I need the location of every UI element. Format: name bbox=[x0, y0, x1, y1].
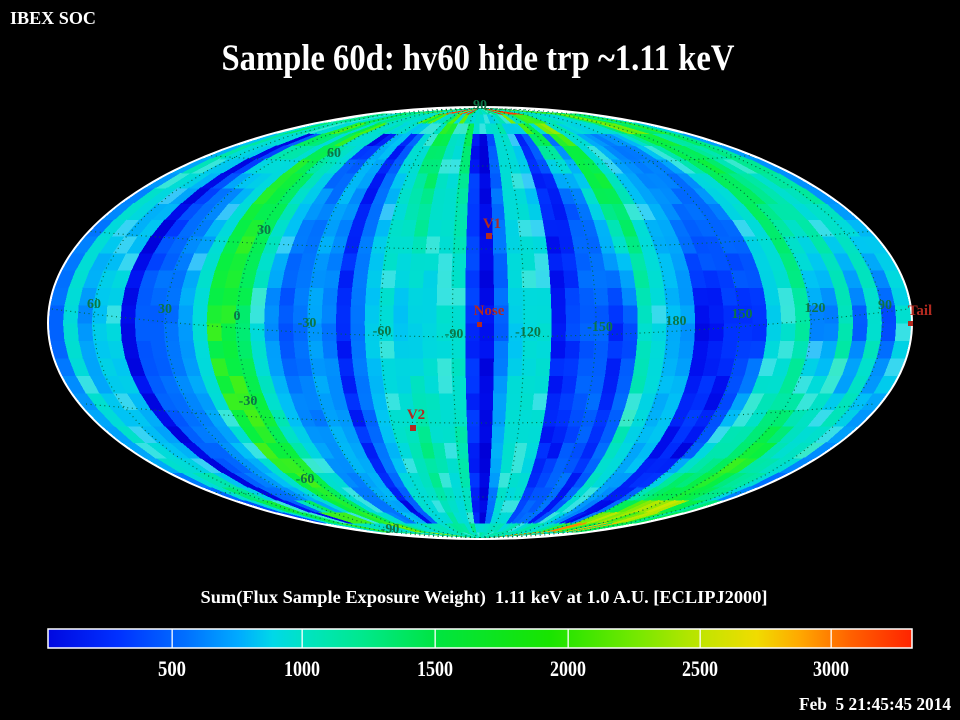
svg-text:1000: 1000 bbox=[284, 656, 320, 681]
svg-text:0: 0 bbox=[234, 309, 241, 324]
svg-text:180: 180 bbox=[666, 314, 687, 329]
svg-text:Feb 5 21:45:45 2014: Feb 5 21:45:45 2014 bbox=[799, 694, 951, 714]
svg-text:30: 30 bbox=[158, 302, 172, 317]
svg-text:-60: -60 bbox=[373, 324, 392, 339]
svg-text:V1: V1 bbox=[483, 216, 501, 232]
svg-text:500: 500 bbox=[158, 656, 186, 681]
svg-text:-30: -30 bbox=[239, 394, 258, 409]
svg-text:2500: 2500 bbox=[682, 656, 718, 681]
svg-text:Nose: Nose bbox=[474, 303, 505, 319]
svg-text:120: 120 bbox=[805, 301, 826, 316]
svg-text:-90: -90 bbox=[381, 522, 400, 537]
svg-text:30: 30 bbox=[257, 223, 271, 238]
svg-text:-60: -60 bbox=[296, 472, 315, 487]
svg-text:60: 60 bbox=[87, 297, 101, 312]
svg-text:IBEX SOC: IBEX SOC bbox=[10, 8, 96, 28]
svg-text:-120: -120 bbox=[515, 325, 541, 340]
svg-text:60: 60 bbox=[327, 146, 341, 161]
svg-text:-90: -90 bbox=[445, 327, 464, 342]
svg-text:V2: V2 bbox=[407, 407, 425, 423]
svg-text:90: 90 bbox=[878, 298, 892, 313]
svg-text:-150: -150 bbox=[587, 320, 613, 335]
svg-text:Tail: Tail bbox=[908, 303, 932, 319]
svg-text:150: 150 bbox=[732, 307, 753, 322]
svg-text:-30: -30 bbox=[298, 316, 317, 331]
svg-text:3000: 3000 bbox=[813, 656, 849, 681]
svg-text:1500: 1500 bbox=[417, 656, 453, 681]
svg-text:90: 90 bbox=[473, 98, 487, 113]
svg-text:2000: 2000 bbox=[550, 656, 586, 681]
svg-text:Sum(Flux Sample Exposure Weigh: Sum(Flux Sample Exposure Weight) 1.11 ke… bbox=[201, 587, 768, 608]
svg-text:Sample 60d: hv60 hide trp ~1.1: Sample 60d: hv60 hide trp ~1.11 keV bbox=[222, 38, 735, 79]
